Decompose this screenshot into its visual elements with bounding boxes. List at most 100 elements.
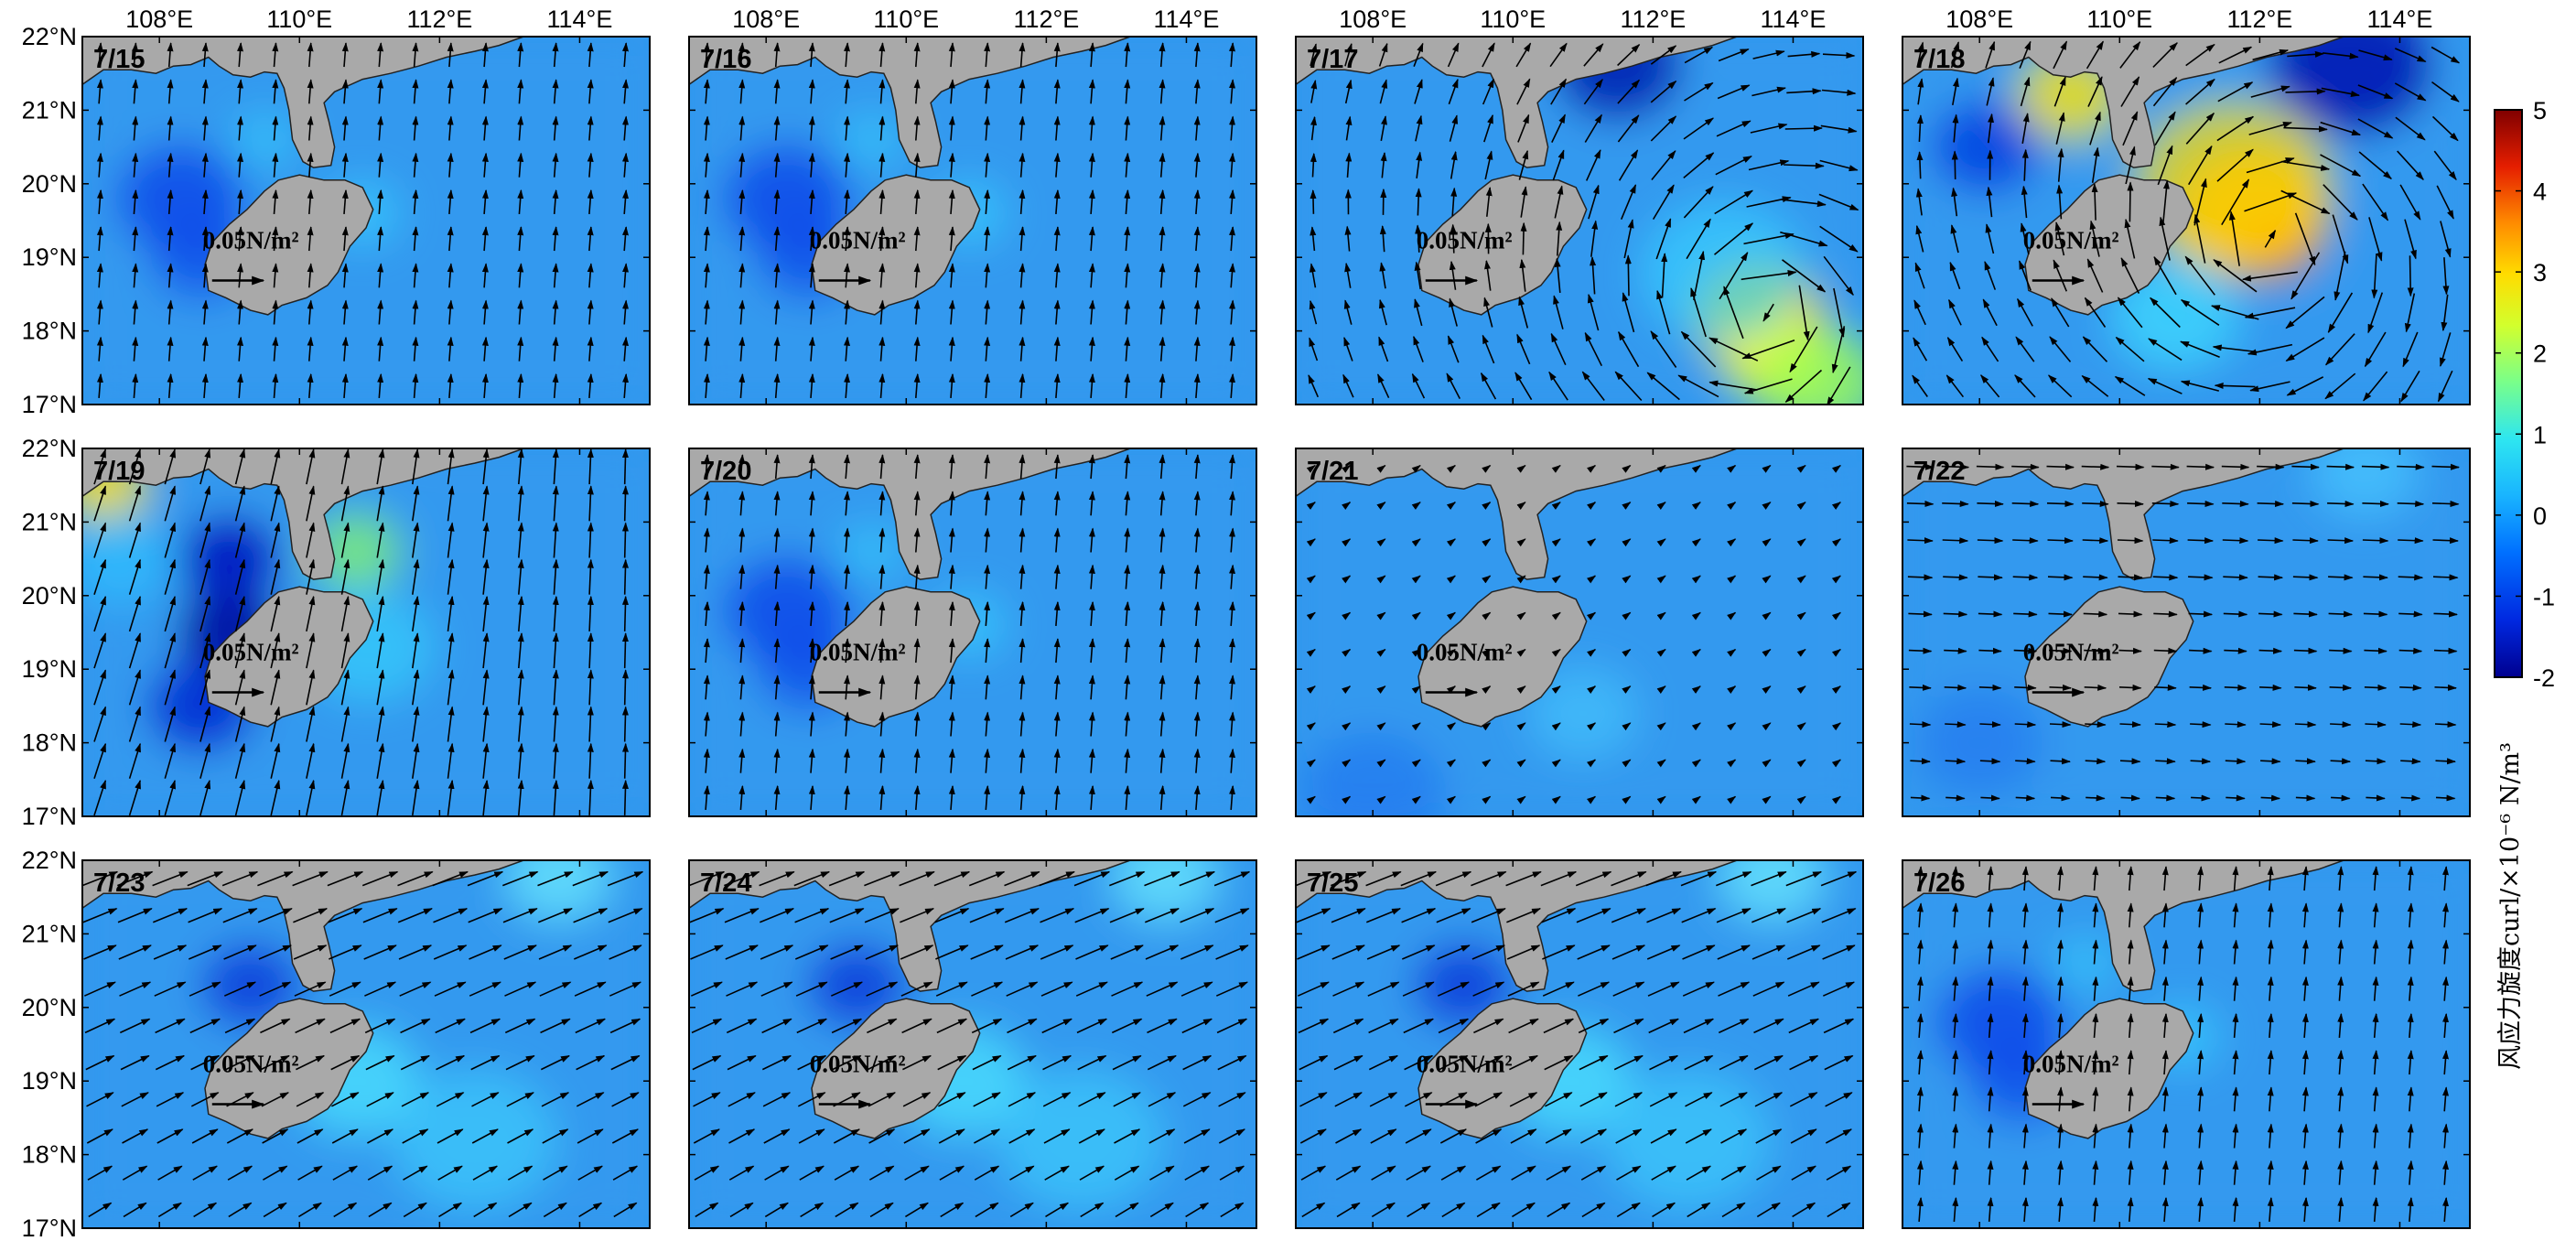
wind-vector [167, 372, 174, 398]
wind-vector [2086, 794, 2106, 802]
wind-vector [587, 336, 594, 362]
wind-vector [844, 226, 850, 252]
wind-vector [517, 299, 524, 325]
wind-vector [1743, 378, 1793, 394]
wind-vector [1912, 374, 1928, 397]
wind-vector [1124, 42, 1131, 68]
lon-tick-label: 114°E [547, 5, 613, 33]
wind-vector [481, 42, 489, 68]
wind-vector [1124, 226, 1131, 252]
wind-vector [552, 226, 559, 252]
wind-vector [1752, 49, 1785, 59]
wind-vector [96, 263, 103, 288]
lat-tick-label: 18°N [22, 729, 77, 757]
wind-vector [96, 189, 103, 214]
wind-vector [2295, 794, 2316, 802]
wind-vector [2358, 49, 2393, 61]
wind-vector [808, 42, 815, 68]
mainland-land [1902, 37, 2470, 168]
wind-vector [2218, 46, 2253, 64]
wind-vector [1484, 150, 1493, 180]
wind-vector [2249, 381, 2290, 393]
wind-vector [1088, 189, 1095, 214]
wind-vector [272, 79, 279, 104]
wind-vector [844, 115, 850, 141]
wind-vector [2362, 500, 2389, 507]
wind-vector [2118, 610, 2143, 618]
wind-vector [1378, 298, 1387, 326]
wind-vector [1343, 336, 1353, 362]
wind-vector [1053, 226, 1061, 252]
wind-vector [2119, 41, 2141, 69]
lat-tick-label: 18°N [22, 318, 77, 345]
wind-vector [587, 152, 594, 178]
wind-vector [1345, 115, 1353, 141]
wind-vector [1124, 189, 1131, 214]
wind-vector [2321, 87, 2360, 97]
wind-vector [1915, 224, 1924, 253]
wind-vector [2089, 111, 2101, 146]
wind-vector [1914, 262, 1925, 289]
wind-vector [2221, 178, 2250, 226]
wind-vector [703, 226, 710, 252]
wind-vector [1622, 292, 1635, 333]
curl-blob [232, 112, 297, 167]
scale-label: 0.05N/m² [203, 1051, 299, 1078]
wind-vector [2013, 610, 2038, 618]
wind-vector [2402, 331, 2419, 368]
panel-content [1296, 37, 1863, 405]
wind-vector [1977, 537, 2004, 545]
wind-vector [1159, 79, 1166, 104]
wind-vector [1650, 115, 1677, 142]
wind-vector [1413, 42, 1424, 67]
wind-vector [948, 79, 955, 104]
wind-vector [738, 263, 746, 288]
wind-vector [412, 42, 419, 68]
wind-vector [1743, 232, 1795, 245]
wind-vector [621, 558, 629, 595]
wind-vector [913, 42, 921, 68]
wind-vector [1741, 270, 1797, 281]
wind-vector [738, 152, 746, 178]
wind-vector [2442, 257, 2450, 296]
wind-vector [1818, 193, 1859, 211]
panel-frame [1295, 36, 1864, 405]
wind-vector [2294, 721, 2317, 728]
wind-vector [2366, 794, 2386, 802]
panel-date: 7/23 [93, 869, 145, 898]
wind-vector [1380, 115, 1387, 142]
panel-date: 7/18 [1913, 45, 1965, 74]
wind-vector [237, 42, 243, 68]
wind-vector [1549, 42, 1568, 68]
wind-vector [703, 79, 710, 104]
wind-vector [1587, 293, 1600, 331]
wind-vector [377, 152, 384, 178]
wind-vector [2246, 157, 2295, 174]
wind-vector [201, 152, 209, 178]
wind-vector [2117, 537, 2144, 545]
wind-vector [2152, 77, 2178, 107]
wind-vector [2152, 42, 2178, 68]
wind-vector [2364, 647, 2387, 654]
wind-vector [481, 189, 489, 214]
wind-vector [1916, 151, 1924, 179]
wind-vector [1447, 42, 1460, 68]
wind-vector [2404, 219, 2417, 260]
wind-vector [587, 299, 594, 325]
wind-vector [1715, 155, 1752, 176]
wind-vector [1751, 86, 1786, 97]
wind-vector [2125, 146, 2136, 185]
colorbar: 5 4 3 2 1 0 -1 -2 风应力旋度curl/×10⁻⁶ N/m³ [2494, 97, 2555, 1070]
wind-vector [1916, 114, 1924, 142]
wind-vector [984, 226, 991, 252]
lat-tick-label: 20°N [22, 170, 77, 198]
wind-vector [622, 152, 629, 178]
wind-vector [773, 336, 781, 362]
wind-vector [517, 189, 524, 214]
wind-vector [738, 79, 746, 104]
wind-vector [1951, 150, 1958, 180]
wind-vector [1906, 500, 1935, 507]
wind-vector [773, 42, 781, 68]
wind-vector [2280, 160, 2331, 171]
wind-vector [2127, 181, 2134, 222]
